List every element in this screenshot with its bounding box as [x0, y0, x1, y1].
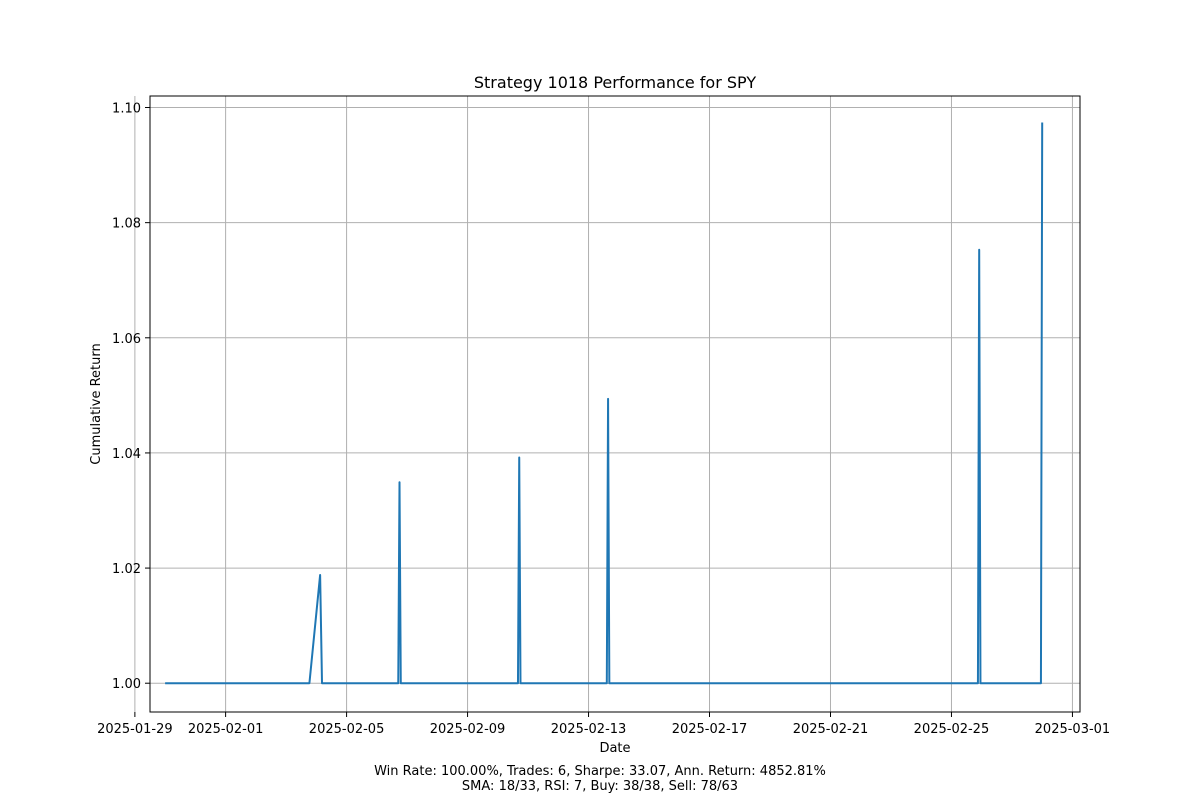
cumulative-return-line: [165, 122, 1044, 685]
x-tick-label: 2025-02-17: [672, 722, 748, 737]
y-tick-label: 1.08: [112, 217, 141, 232]
x-tick-label: 2025-02-05: [309, 722, 385, 737]
grid-lines: [134, 96, 1080, 712]
x-axis-label: Date: [599, 741, 630, 756]
chart-title: Strategy 1018 Performance for SPY: [474, 73, 756, 92]
y-tick-label: 1.04: [112, 447, 141, 462]
x-tick-label: 2025-02-09: [430, 722, 506, 737]
y-tick-label: 1.00: [112, 677, 141, 692]
x-tick-label: 2025-02-01: [188, 722, 264, 737]
stats-line-parameters: SMA: 18/33, RSI: 7, Buy: 38/38, Sell: 78…: [461, 779, 739, 794]
y-tick-label: 1.10: [112, 102, 141, 117]
x-tick-label: 2025-02-25: [914, 722, 990, 737]
series-group: [165, 122, 1044, 685]
x-tick-label: 2025-01-29: [97, 722, 173, 737]
x-tick-label: 2025-02-21: [793, 722, 869, 737]
stats-line-performance: Win Rate: 100.00%, Trades: 6, Sharpe: 33…: [374, 764, 826, 779]
axis-ticks: 2025-01-29 2025-02-01 2025-02-05 2025-02-09…: [97, 102, 1110, 737]
plot-frame: [149, 95, 1081, 713]
x-tick-label: 2025-02-13: [551, 722, 627, 737]
y-tick-label: 1.02: [112, 562, 141, 577]
y-axis-label: Cumulative Return: [89, 343, 104, 464]
y-tick-label: 1.06: [112, 332, 141, 347]
x-tick-label: 2025-03-01: [1035, 722, 1111, 737]
